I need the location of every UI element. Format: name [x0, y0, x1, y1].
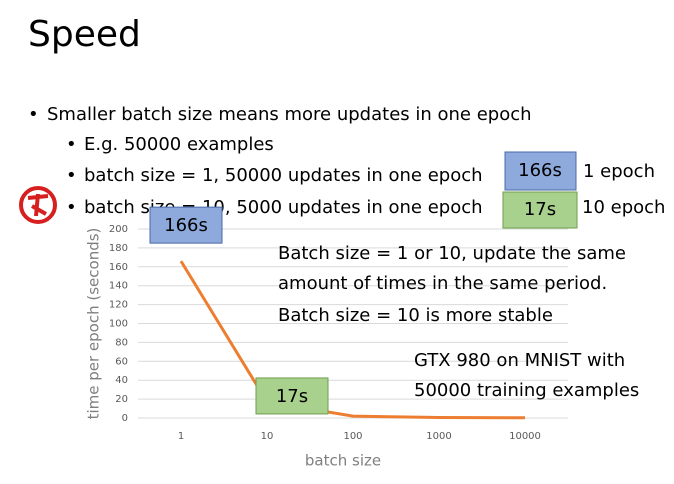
y-tick-label: 140 — [109, 281, 128, 292]
y-tick-label: 120 — [109, 300, 128, 311]
bullet-dot: • — [66, 134, 77, 155]
y-tick-label: 60 — [115, 356, 128, 367]
epoch-box — [502, 191, 578, 229]
y-tick-label: 160 — [109, 262, 128, 273]
x-tick-label: 10 — [261, 431, 274, 442]
y-tick-label: 80 — [115, 337, 128, 348]
bullet: Smaller batch size means more updates in… — [47, 104, 532, 125]
y-tick-label: 180 — [109, 243, 128, 254]
bullet-dot: • — [28, 104, 39, 125]
y-tick-label: 40 — [115, 375, 128, 386]
y-axis-label: time per epoch (seconds) — [85, 228, 103, 420]
y-tick-label: 200 — [109, 224, 128, 235]
epoch-box — [504, 151, 577, 191]
note: Batch size = 10 is more stable — [278, 305, 553, 326]
y-tick-label: 0 — [122, 413, 128, 424]
epoch-time: 166s — [518, 160, 562, 181]
epoch-time: 17s — [524, 199, 556, 220]
bullet: batch size = 10, 5000 updates in one epo… — [84, 197, 483, 218]
epoch-label: 1 epoch — [583, 161, 655, 182]
x-axis-label: batch size — [305, 452, 381, 470]
data-line — [179, 260, 526, 420]
x-tick-label: 100 — [343, 431, 362, 442]
note: GTX 980 on MNIST with — [414, 350, 625, 371]
logo — [19, 186, 57, 224]
chart: 0 20 40 60 80 100 120 140 160 180 200 1 10 100 1000 100… — [85, 206, 568, 470]
bullet-dot: • — [66, 165, 77, 186]
bullet: batch size = 1, 50000 updates in one epo… — [84, 165, 483, 186]
bullet-dot: • — [66, 197, 77, 218]
x-tick-label: 1 — [178, 431, 184, 442]
note: amount of times in the same period. — [278, 273, 607, 294]
y-tick-label: 100 — [109, 319, 128, 330]
value-label: 17s — [276, 386, 308, 407]
y-tick-label: 20 — [115, 394, 128, 405]
note: Batch size = 1 or 10, update the same — [278, 243, 626, 264]
value-label: 166s — [164, 215, 208, 236]
x-tick-label: 10000 — [509, 431, 541, 442]
note: 50000 training examples — [414, 380, 639, 401]
x-tick-label: 1000 — [426, 431, 451, 442]
slide-title: Speed — [28, 14, 141, 55]
epoch-label: 10 epoch — [582, 197, 665, 218]
value-label-box — [149, 206, 223, 244]
bullet: E.g. 50000 examples — [84, 134, 274, 155]
value-label-box — [255, 377, 329, 415]
